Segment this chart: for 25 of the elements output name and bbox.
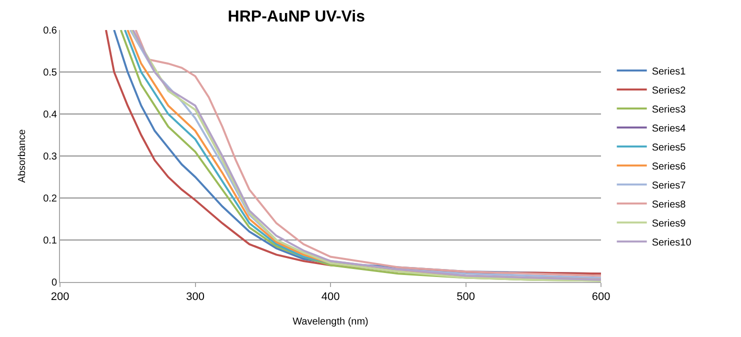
- x-tick-label: 200: [50, 291, 70, 304]
- legend-label: Series1: [652, 66, 686, 78]
- legend-label: Series9: [652, 218, 686, 230]
- x-tick-label: 300: [186, 291, 204, 304]
- y-tick-label: 0: [51, 278, 58, 288]
- legend-label: Series2: [652, 85, 686, 96]
- y-axis-title: Absorbance: [17, 128, 28, 183]
- y-tick-label: 0.1: [43, 236, 58, 246]
- legend-label: Series5: [652, 142, 686, 154]
- x-tick-label: 500: [456, 291, 475, 304]
- y-tick-label: 0.4: [43, 110, 58, 120]
- x-axis-title: Wavelength (nm): [292, 316, 368, 328]
- legend-label: Series10: [652, 237, 692, 248]
- legend-label: Series6: [652, 161, 686, 172]
- y-tick-label: 0.2: [43, 194, 58, 204]
- y-tick-label: 0.5: [43, 68, 58, 78]
- legend-label: Series8: [652, 199, 686, 210]
- legend-label: Series3: [652, 104, 686, 116]
- chart-title: HRP-AuNP UV-Vis: [228, 8, 366, 26]
- y-tick-label: 0.6: [43, 26, 58, 36]
- y-tick-label: 0.3: [43, 152, 58, 162]
- x-tick-label: 600: [592, 291, 610, 304]
- x-tick-label: 400: [321, 291, 340, 304]
- legend-label: Series7: [652, 180, 686, 192]
- legend-label: Series4: [652, 123, 686, 134]
